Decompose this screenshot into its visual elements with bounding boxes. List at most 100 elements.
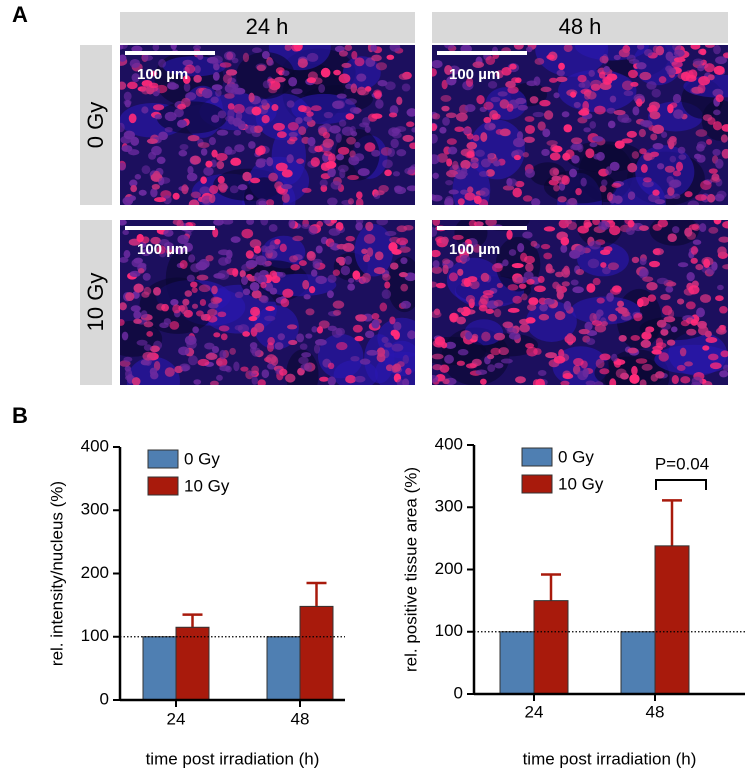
nucleus [371, 113, 383, 119]
nucleus [575, 268, 585, 276]
nucleus [643, 153, 655, 161]
nucleus [394, 186, 407, 195]
nucleus [229, 347, 236, 355]
nucleus [668, 179, 679, 189]
nucleus [141, 236, 150, 244]
row-header-bg [80, 220, 112, 385]
nucleus [669, 155, 677, 163]
nucleus [713, 220, 722, 225]
nucleus [452, 160, 459, 171]
nucleus [219, 62, 232, 68]
nucleus [642, 276, 654, 283]
nucleus [366, 349, 378, 356]
nucleus [371, 319, 380, 329]
nucleus [639, 71, 652, 81]
nucleus [656, 319, 667, 328]
nucleus [432, 364, 443, 371]
nucleus [405, 367, 412, 375]
nucleus [602, 266, 611, 275]
nucleus [354, 57, 365, 67]
nucleus [313, 344, 321, 354]
nucleus [432, 113, 441, 120]
nucleus [652, 248, 661, 255]
nucleus [513, 137, 525, 148]
nucleus [230, 157, 242, 166]
nucleus [580, 360, 588, 369]
nucleus [468, 220, 477, 228]
nucleus [656, 277, 669, 285]
nucleus [123, 356, 133, 362]
nucleus [723, 364, 728, 372]
nucleus [346, 136, 356, 145]
nucleus [621, 80, 634, 91]
nucleus [702, 114, 713, 121]
nucleus [338, 73, 351, 84]
nucleus [227, 103, 235, 110]
nucleus [549, 152, 561, 161]
nucleus [512, 274, 524, 284]
nucleus [373, 89, 382, 98]
nucleus [646, 282, 658, 291]
nucleus [365, 330, 375, 339]
nucleus [589, 312, 597, 323]
nucleus [271, 104, 279, 112]
nucleus [561, 267, 571, 278]
nucleus [350, 356, 360, 362]
bar [142, 636, 177, 701]
nucleus [245, 250, 254, 259]
nucleus [706, 193, 716, 203]
nucleus [354, 335, 364, 342]
nucleus [400, 257, 408, 265]
nucleus [241, 228, 254, 239]
nucleus [332, 269, 341, 276]
nucleus [310, 105, 322, 112]
nucleus [142, 272, 151, 281]
nucleus [633, 313, 643, 322]
nucleus [390, 138, 399, 149]
nucleus [242, 288, 251, 296]
nucleus [131, 73, 140, 83]
nucleus [635, 358, 648, 364]
nucleus [441, 79, 448, 90]
nucleus [211, 114, 220, 123]
nucleus [517, 242, 525, 253]
nucleus [332, 100, 344, 110]
nucleus [491, 113, 501, 120]
nucleus [260, 220, 269, 226]
nucleus [448, 189, 459, 195]
nucleus [692, 58, 704, 66]
nucleus [266, 156, 274, 167]
nucleus [690, 45, 701, 50]
nucleus [491, 263, 503, 273]
nucleus [383, 342, 393, 348]
nucleus [159, 322, 169, 329]
nucleus [614, 140, 625, 149]
nucleus [158, 177, 171, 184]
nucleus [196, 274, 209, 281]
nucleus [643, 48, 653, 57]
nucleus [327, 376, 336, 385]
nucleus [515, 376, 526, 384]
nucleus [356, 191, 363, 200]
nucleus [140, 359, 150, 366]
nucleus [528, 297, 539, 306]
nucleus [655, 45, 665, 56]
nucleus [188, 199, 200, 205]
nucleus [274, 76, 286, 83]
nucleus [339, 119, 347, 127]
nucleus [466, 150, 475, 158]
bar [266, 636, 301, 701]
nucleus [703, 258, 711, 269]
nucleus [585, 148, 595, 159]
nucleus [386, 54, 395, 60]
nucleus [264, 315, 276, 322]
nucleus [190, 191, 202, 199]
nucleus [133, 283, 144, 293]
nucleus [660, 328, 669, 336]
nucleus [311, 326, 318, 333]
nucleus [440, 94, 452, 102]
nucleus [533, 285, 546, 293]
nucleus [699, 223, 707, 233]
nucleus [193, 74, 202, 83]
nucleus [695, 264, 704, 271]
